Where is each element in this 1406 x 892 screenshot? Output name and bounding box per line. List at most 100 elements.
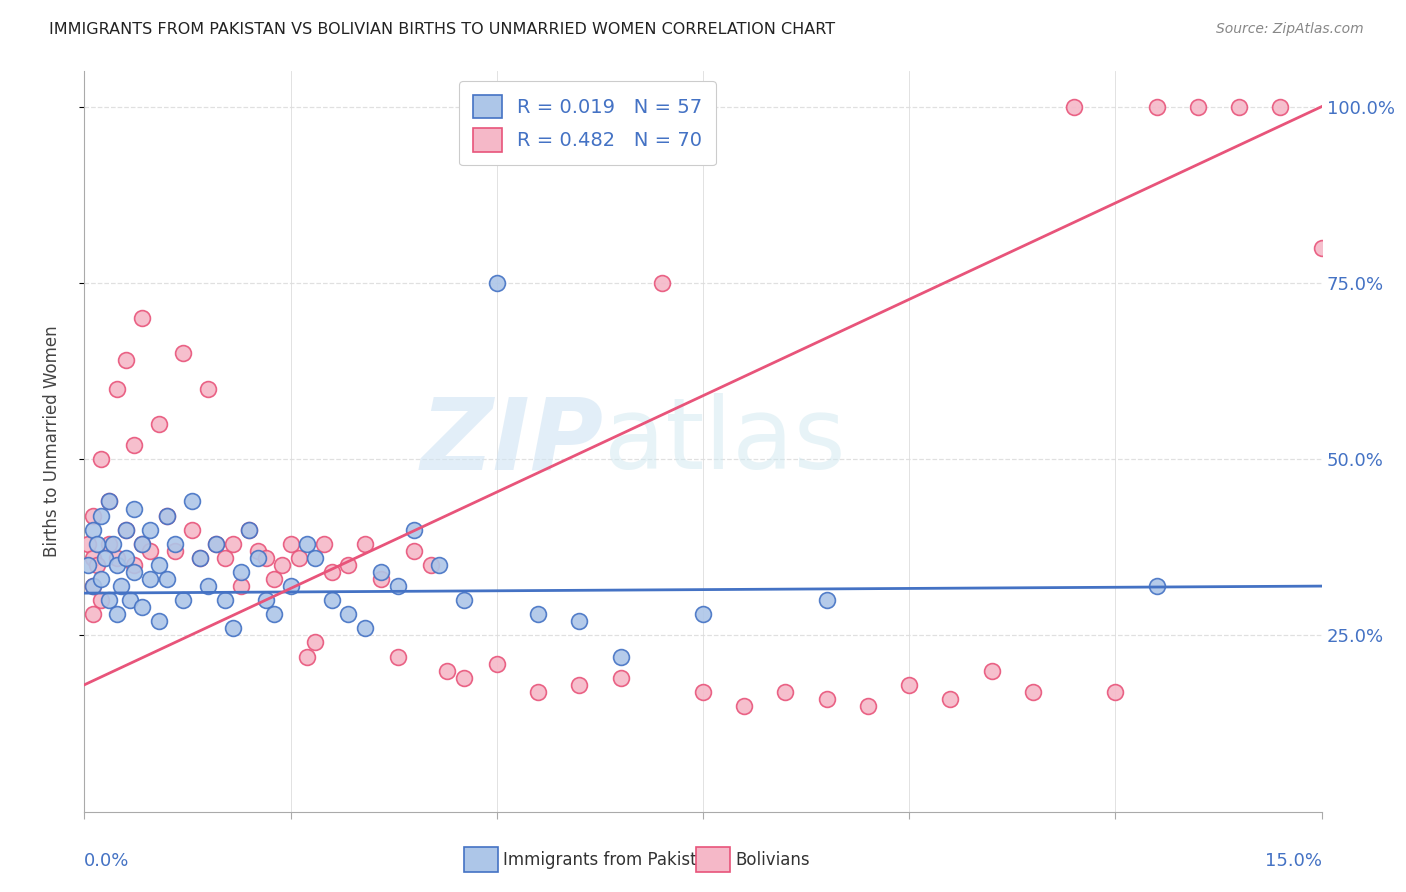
Point: [122, 501, 145, 516]
Point: [86, 558, 108, 572]
Point: [118, 593, 141, 607]
Point: [114, 523, 136, 537]
Text: 0.0%: 0.0%: [84, 853, 129, 871]
Point: [404, 544, 426, 558]
Point: [148, 417, 170, 431]
Point: [98, 494, 121, 508]
Point: [90, 508, 112, 523]
Point: [295, 537, 318, 551]
Point: [815, 692, 838, 706]
Point: [353, 621, 375, 635]
Point: [90, 452, 112, 467]
Point: [238, 523, 260, 537]
Point: [165, 537, 187, 551]
Point: [775, 685, 797, 699]
Point: [205, 537, 228, 551]
Point: [114, 550, 136, 565]
Point: [370, 572, 392, 586]
Legend: R = 0.019   N = 57, R = 0.482   N = 70: R = 0.019 N = 57, R = 0.482 N = 70: [460, 81, 716, 166]
Point: [165, 544, 187, 558]
Point: [82, 508, 104, 523]
Point: [280, 579, 302, 593]
Point: [263, 572, 285, 586]
Point: [131, 311, 153, 326]
Point: [156, 572, 179, 586]
Point: [131, 537, 153, 551]
Point: [453, 593, 475, 607]
Point: [254, 593, 277, 607]
Point: [172, 346, 194, 360]
Point: [295, 649, 318, 664]
Point: [733, 698, 755, 713]
Point: [856, 698, 879, 713]
Point: [1104, 685, 1126, 699]
Point: [1063, 100, 1085, 114]
Point: [1022, 685, 1045, 699]
Point: [188, 550, 211, 565]
Point: [485, 276, 508, 290]
Point: [98, 593, 121, 607]
Point: [105, 607, 128, 622]
Point: [156, 508, 179, 523]
Point: [197, 579, 219, 593]
Point: [238, 523, 260, 537]
Point: [197, 382, 219, 396]
Point: [271, 558, 294, 572]
Point: [131, 600, 153, 615]
Point: [321, 593, 343, 607]
Point: [82, 579, 104, 593]
Point: [90, 593, 112, 607]
Point: [1227, 100, 1250, 114]
Point: [229, 565, 252, 579]
Text: IMMIGRANTS FROM PAKISTAN VS BOLIVIAN BIRTHS TO UNMARRIED WOMEN CORRELATION CHART: IMMIGRANTS FROM PAKISTAN VS BOLIVIAN BIR…: [49, 22, 835, 37]
Point: [82, 607, 104, 622]
Point: [312, 537, 335, 551]
Point: [82, 550, 104, 565]
Point: [304, 550, 326, 565]
Point: [122, 558, 145, 572]
Point: [288, 550, 311, 565]
Point: [485, 657, 508, 671]
Point: [939, 692, 962, 706]
Point: [1187, 100, 1209, 114]
Point: [148, 615, 170, 629]
Point: [77, 537, 100, 551]
Point: [337, 607, 360, 622]
Point: [246, 544, 269, 558]
Point: [122, 438, 145, 452]
Point: [98, 494, 121, 508]
Point: [1310, 241, 1333, 255]
Point: [90, 572, 112, 586]
Point: [453, 671, 475, 685]
Point: [980, 664, 1002, 678]
Point: [692, 685, 714, 699]
Text: Immigrants from Pakistan: Immigrants from Pakistan: [503, 851, 717, 869]
Point: [815, 593, 838, 607]
Point: [114, 353, 136, 368]
Point: [609, 671, 631, 685]
Point: [110, 579, 132, 593]
Text: 15.0%: 15.0%: [1264, 853, 1322, 871]
Point: [105, 550, 128, 565]
Point: [86, 537, 108, 551]
Text: Source: ZipAtlas.com: Source: ZipAtlas.com: [1216, 22, 1364, 37]
Text: atlas: atlas: [605, 393, 845, 490]
Point: [148, 558, 170, 572]
Point: [246, 550, 269, 565]
Point: [527, 607, 550, 622]
Point: [263, 607, 285, 622]
Point: [222, 537, 245, 551]
Point: [105, 558, 128, 572]
Point: [139, 572, 162, 586]
Point: [214, 593, 236, 607]
Point: [156, 508, 179, 523]
Y-axis label: Births to Unmarried Women: Births to Unmarried Women: [42, 326, 60, 558]
Point: [131, 537, 153, 551]
Point: [214, 550, 236, 565]
Point: [180, 523, 202, 537]
Point: [82, 523, 104, 537]
Point: [94, 550, 117, 565]
Point: [527, 685, 550, 699]
Point: [568, 678, 591, 692]
Point: [387, 649, 409, 664]
